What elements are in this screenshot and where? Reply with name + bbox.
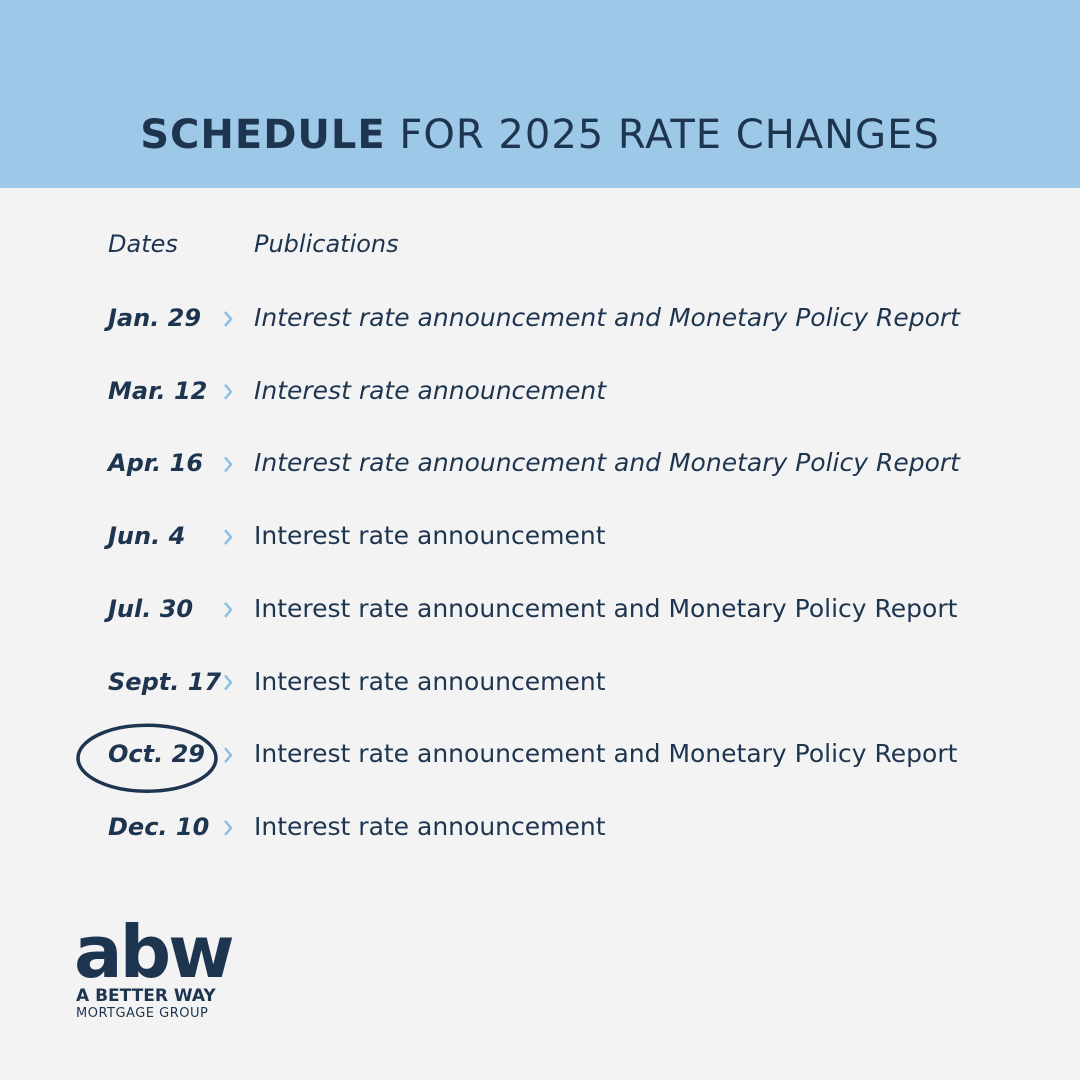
publication: Interest rate announcement xyxy=(254,666,606,696)
chevron xyxy=(224,601,233,618)
header-band xyxy=(0,0,1080,188)
column-header: Dates xyxy=(108,230,178,258)
publication: Interest rate announcement xyxy=(254,521,606,551)
date: Mar. 12 xyxy=(108,376,208,405)
date: Jan. 29 xyxy=(108,304,202,332)
logo-line: A BETTER WAY xyxy=(76,986,216,1006)
logo-line: MORTGAGE GROUP xyxy=(76,1006,209,1021)
publication: Interest rate announcement xyxy=(254,811,606,841)
publication: Interest rate announcement and Monetary … xyxy=(254,593,958,623)
publication: Interest rate announcement and Monetary … xyxy=(254,448,960,478)
chevron xyxy=(224,311,233,327)
publication: Interest rate announcement xyxy=(254,375,607,405)
date: Jul. 30 xyxy=(108,594,194,623)
column-header: Publications xyxy=(254,230,399,258)
chevron xyxy=(224,456,233,473)
title: SCHEDULE FOR 2025 RATE CHANGES xyxy=(0,108,1080,162)
date: Apr. 16 xyxy=(108,449,204,478)
chevron xyxy=(224,747,233,764)
title-rest: FOR 2025 RATE CHANGES xyxy=(399,112,940,158)
date: Dec. 10 xyxy=(108,812,210,841)
date: Jun. 4 xyxy=(108,522,186,551)
date: Oct. 29 xyxy=(108,740,205,769)
chevron xyxy=(224,529,233,545)
chevron xyxy=(224,383,233,400)
chevron xyxy=(224,674,233,691)
chevron xyxy=(224,820,233,836)
title-bold: SCHEDULE xyxy=(140,112,386,158)
publication: Interest rate announcement and Monetary … xyxy=(254,739,958,769)
publication: Interest rate announcement and Monetary … xyxy=(254,303,960,332)
logo-mark: abw xyxy=(74,910,235,994)
date: Sept. 17 xyxy=(108,667,222,696)
